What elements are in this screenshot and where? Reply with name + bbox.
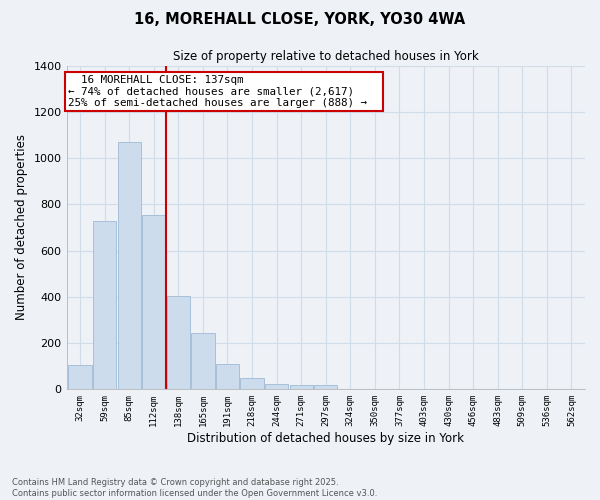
Bar [265, 384, 288, 390]
Bar [68, 364, 92, 390]
Bar [290, 384, 313, 390]
Bar [142, 214, 166, 390]
Text: 16 MOREHALL CLOSE: 137sqm
← 74% of detached houses are smaller (2,617)
25% of se: 16 MOREHALL CLOSE: 137sqm ← 74% of detac… [68, 75, 380, 108]
Text: Contains HM Land Registry data © Crown copyright and database right 2025.
Contai: Contains HM Land Registry data © Crown c… [12, 478, 377, 498]
X-axis label: Distribution of detached houses by size in York: Distribution of detached houses by size … [187, 432, 464, 445]
Bar [314, 385, 337, 390]
Title: Size of property relative to detached houses in York: Size of property relative to detached ho… [173, 50, 479, 63]
Text: 16, MOREHALL CLOSE, YORK, YO30 4WA: 16, MOREHALL CLOSE, YORK, YO30 4WA [134, 12, 466, 28]
Bar [216, 364, 239, 390]
Bar [118, 142, 141, 390]
Bar [191, 332, 215, 390]
Bar [241, 378, 264, 390]
Y-axis label: Number of detached properties: Number of detached properties [15, 134, 28, 320]
Bar [93, 220, 116, 390]
Bar [167, 296, 190, 390]
